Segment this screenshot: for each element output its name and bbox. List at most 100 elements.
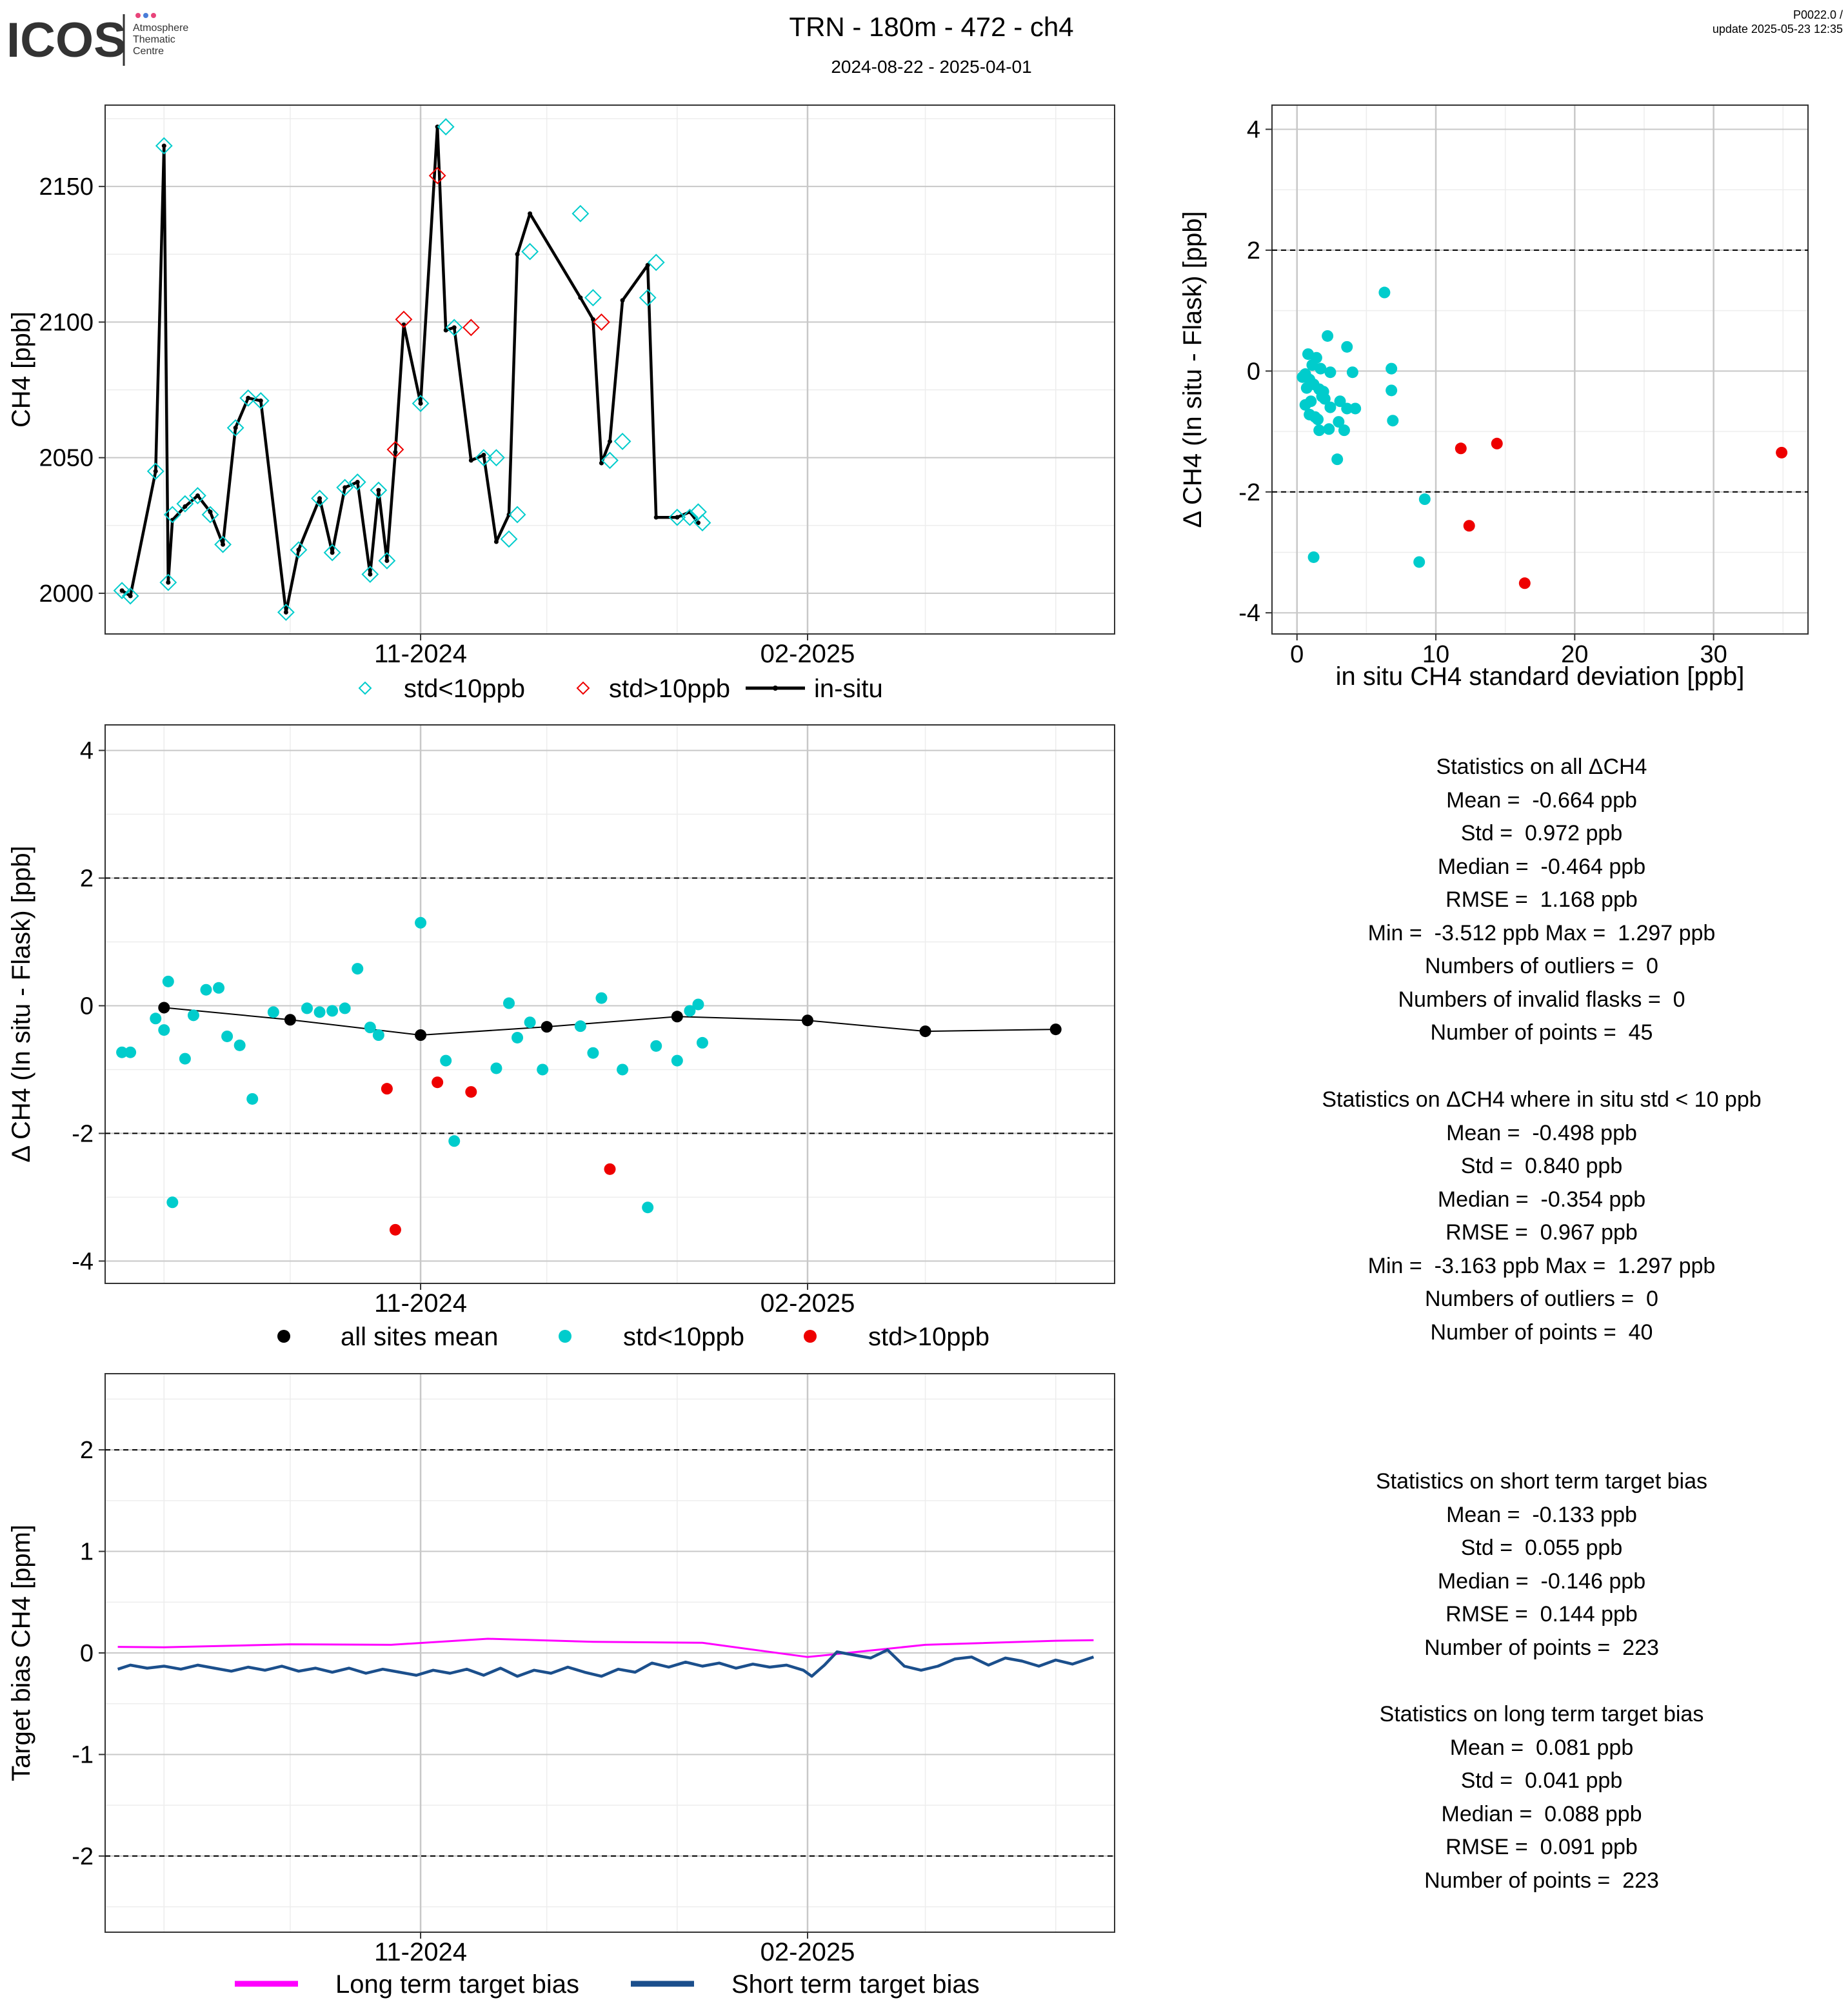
- in-situ-point-41: [675, 515, 680, 520]
- stats-long-count: Number of points = 223: [1424, 1868, 1659, 1893]
- in-situ-point-35: [590, 317, 595, 322]
- logo-sub-1: Atmosphere: [133, 23, 188, 34]
- dt-point-28: [490, 1062, 502, 1074]
- flask-marker-19: [361, 566, 379, 583]
- in-situ-point-14: [296, 548, 301, 553]
- stats-all-std: Std = 0.972 ppb: [1460, 821, 1623, 845]
- in-situ-point-38: [620, 298, 625, 303]
- tb-y-label-0: -2: [72, 1843, 94, 1870]
- flask-marker-10: [226, 419, 244, 437]
- logo-text: ICOS: [6, 13, 126, 67]
- sc-point-37: [1307, 551, 1320, 563]
- dt-point-14: [301, 1002, 313, 1014]
- legend-mean-label: all sites mean: [341, 1323, 499, 1351]
- in-situ-point-0: [119, 588, 124, 593]
- flask-marker-42: [681, 508, 699, 526]
- flask-marker-25: [428, 166, 446, 184]
- dt-point-9: [213, 982, 225, 994]
- dt-point-33: [574, 1020, 586, 1033]
- page-title: TRN - 180m - 472 - ch4: [789, 12, 1074, 42]
- in-situ-point-2: [153, 469, 158, 474]
- stats-std10-rmse: RMSE = 0.967 ppb: [1446, 1220, 1638, 1245]
- in-situ-point-11: [246, 395, 251, 400]
- legend-insitu-label: in-situ: [814, 675, 883, 703]
- mean-point-2: [415, 1029, 427, 1042]
- icos-logo-graphic: ICOS Atmosphere Thematic Centre: [6, 13, 188, 68]
- stats-std10: Statistics on ΔCH4 where in situ std < 1…: [1213, 1083, 1848, 1349]
- sc-point-25: [1349, 402, 1362, 415]
- in-situ-point-9: [221, 542, 226, 547]
- long-term-line: [117, 1637, 1094, 1658]
- dt-x-label-1: 02-2025: [760, 1289, 855, 1318]
- stats-std10-std: Std = 0.840 ppb: [1460, 1154, 1623, 1178]
- flask-marker-18: [348, 473, 366, 491]
- in-situ-point-39: [645, 262, 650, 268]
- dt-y-label-1: -2: [72, 1120, 94, 1147]
- ts-y-label-1: 2050: [39, 445, 94, 472]
- dt-point-38: [642, 1201, 654, 1214]
- dt-point-13: [267, 1006, 279, 1018]
- stats-long-mean: Mean = 0.081 ppb: [1449, 1735, 1634, 1760]
- tb-ylabel: Target bias CH4 [ppm]: [7, 1525, 35, 1781]
- sc-x-label-3: 30: [1700, 641, 1727, 668]
- in-situ-point-13: [283, 609, 288, 615]
- flask-marker-34: [571, 204, 590, 222]
- tb-y-label-2: 0: [80, 1640, 94, 1667]
- stats-std10-count: Number of points = 40: [1430, 1320, 1653, 1345]
- stats-all-outliers: Numbers of outliers = 0: [1425, 954, 1658, 978]
- flask-marker-6: [176, 495, 194, 513]
- tb-y-label-1: -1: [72, 1741, 94, 1768]
- in-situ-point-32: [515, 252, 520, 257]
- mean-point-6: [919, 1025, 931, 1038]
- stats-short-count: Number of points = 223: [1424, 1635, 1659, 1660]
- dt-point-2: [150, 1013, 162, 1025]
- in-situ-point-17: [343, 485, 348, 490]
- ts-ylabel: CH4 [ppb]: [7, 311, 35, 428]
- legend-cyan-label: std<10ppb: [623, 1323, 744, 1351]
- sc-point-33: [1338, 424, 1350, 437]
- sc-y-label-0: -4: [1238, 600, 1260, 627]
- dt-ylabel: Δ CH4 (In situ - Flask) [ppb]: [7, 845, 35, 1162]
- ts-x-label-1: 02-2025: [760, 640, 855, 668]
- logo-sub-3: Centre: [133, 46, 164, 57]
- in-situ-point-28: [468, 458, 473, 463]
- legend-red-dot: [804, 1330, 817, 1343]
- dt-point-21: [381, 1083, 393, 1095]
- in-situ-point-8: [208, 509, 213, 515]
- logo-sub-2: Thematic: [133, 34, 175, 45]
- flask-marker-15: [311, 489, 328, 508]
- tb-y-label-4: 2: [80, 1437, 94, 1464]
- sc-point-1: [1322, 330, 1334, 342]
- ts-frame: [104, 104, 1115, 635]
- sc-point-38: [1455, 442, 1467, 455]
- date-range: 2024-08-22 - 2025-04-01: [831, 57, 1032, 77]
- sc-point-24: [1341, 402, 1353, 415]
- stats-long-rmse: RMSE = 0.091 ppb: [1446, 1835, 1638, 1859]
- dt-point-31: [524, 1016, 536, 1029]
- tb-x-label-0: 11-2024: [374, 1938, 467, 1966]
- dt-point-37: [617, 1063, 629, 1076]
- dt-point-0: [116, 1046, 128, 1058]
- in-situ-point-34: [578, 295, 583, 301]
- dt-point-34: [587, 1047, 599, 1059]
- in-situ-point-22: [393, 450, 398, 455]
- stats-short: Statistics on short term target bias Mea…: [1213, 1465, 1848, 1665]
- in-situ-point-12: [258, 398, 263, 403]
- flask-marker-33: [521, 242, 539, 261]
- dt-point-6: [179, 1053, 191, 1065]
- ts-x-label-0: 11-2024: [374, 640, 467, 668]
- mean-line: [164, 1007, 1056, 1036]
- stats-std10-mean: Mean = -0.498 ppb: [1446, 1120, 1637, 1145]
- flask-marker-22: [386, 440, 404, 459]
- sc-point-32: [1313, 424, 1326, 437]
- dt-frame: [104, 724, 1115, 1284]
- sc-point-6: [1306, 359, 1318, 371]
- update-label: update 2025-05-23 12:35: [1712, 23, 1843, 35]
- in-situ-point-10: [233, 425, 238, 430]
- legend-long-label: Long term target bias: [335, 1970, 579, 1999]
- dt-point-19: [364, 1022, 376, 1034]
- stats-all-rmse: RMSE = 1.168 ppb: [1446, 887, 1638, 912]
- legend-std-gt10-diamond: [576, 681, 590, 695]
- in-situ-point-15: [317, 496, 323, 501]
